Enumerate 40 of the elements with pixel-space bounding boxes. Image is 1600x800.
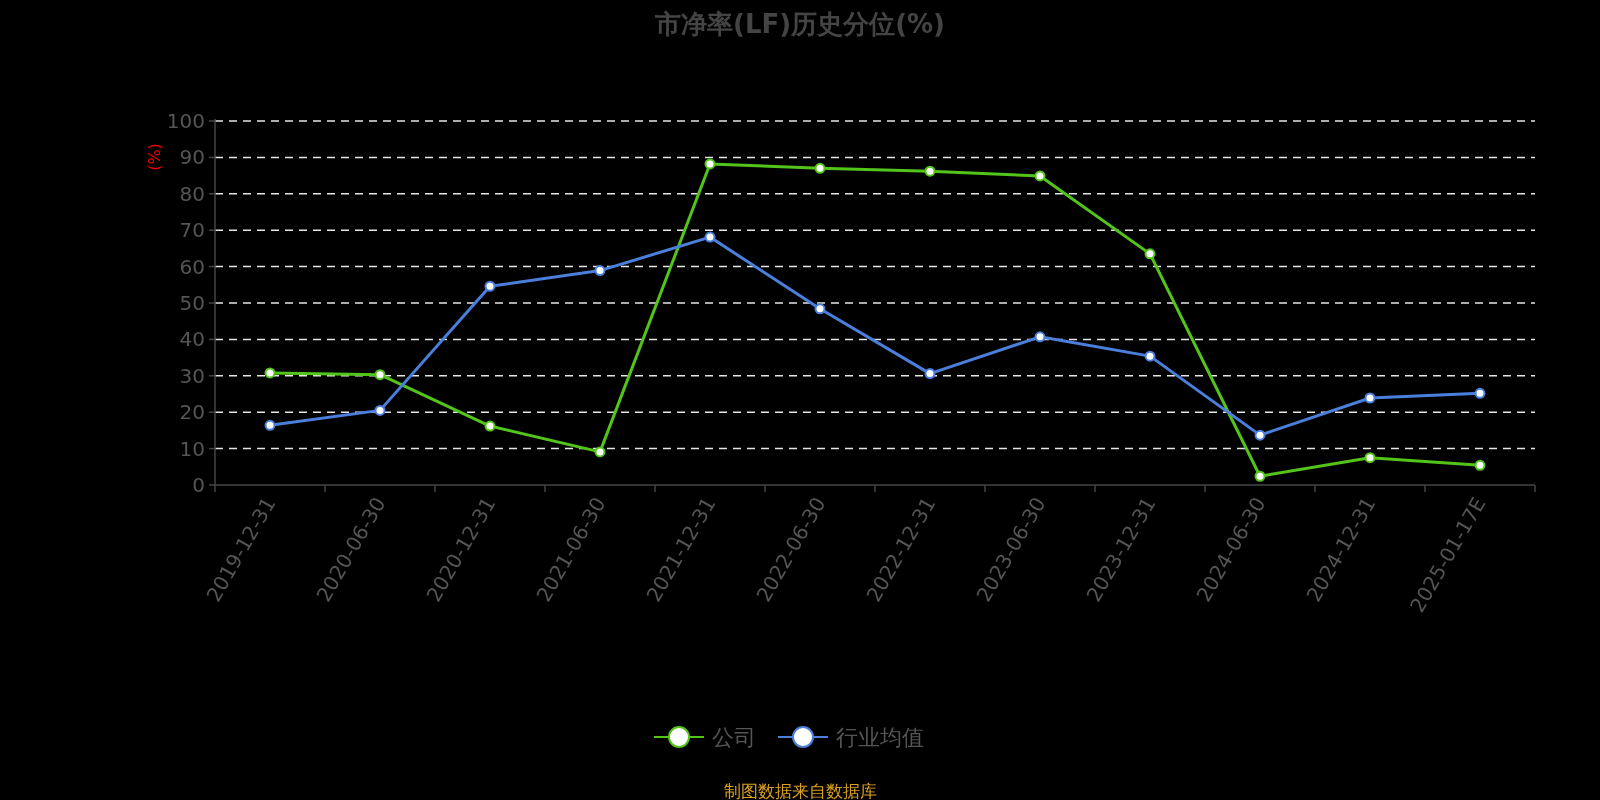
- point: [814, 303, 826, 315]
- point: [1144, 350, 1156, 362]
- y-tick-label: 30: [179, 363, 205, 388]
- point: [704, 158, 716, 170]
- point: [924, 368, 936, 380]
- y-tick-label: 100: [166, 109, 205, 133]
- point: [484, 420, 496, 432]
- point: [1364, 452, 1376, 464]
- y-tick-label: 60: [179, 254, 205, 279]
- point: [1254, 470, 1266, 482]
- point: [1034, 331, 1046, 343]
- legend-label: 公司: [712, 725, 756, 750]
- y-tick-label: 40: [179, 327, 205, 352]
- text: 制图数据来自数据库: [723, 781, 877, 800]
- y-tick-label: 20: [179, 400, 205, 425]
- point: [1364, 392, 1376, 404]
- point: [264, 367, 276, 379]
- point: [1474, 387, 1486, 399]
- point: [924, 165, 936, 177]
- point: [594, 446, 606, 458]
- y-tick-label: 90: [179, 145, 205, 170]
- point: [1034, 170, 1046, 182]
- legend-label: 行业均值: [836, 725, 924, 750]
- y-tick-label: 70: [179, 218, 205, 243]
- point: [374, 404, 386, 416]
- y-tick-label: 0: [192, 473, 205, 497]
- point: [484, 280, 496, 292]
- y-tick-label: 10: [179, 436, 205, 461]
- point: [594, 265, 606, 277]
- point: [1474, 459, 1486, 471]
- point: [814, 162, 826, 174]
- y-axis-title: (%): [145, 143, 164, 171]
- y-tick-label: 80: [179, 181, 205, 206]
- chart-title: 市净率(LF)历史分位(%): [654, 9, 945, 39]
- point: [1144, 248, 1156, 260]
- point: [374, 369, 386, 381]
- point: [264, 419, 276, 431]
- point: [1254, 429, 1266, 441]
- y-tick-label: 50: [179, 291, 205, 315]
- point: [704, 231, 716, 243]
